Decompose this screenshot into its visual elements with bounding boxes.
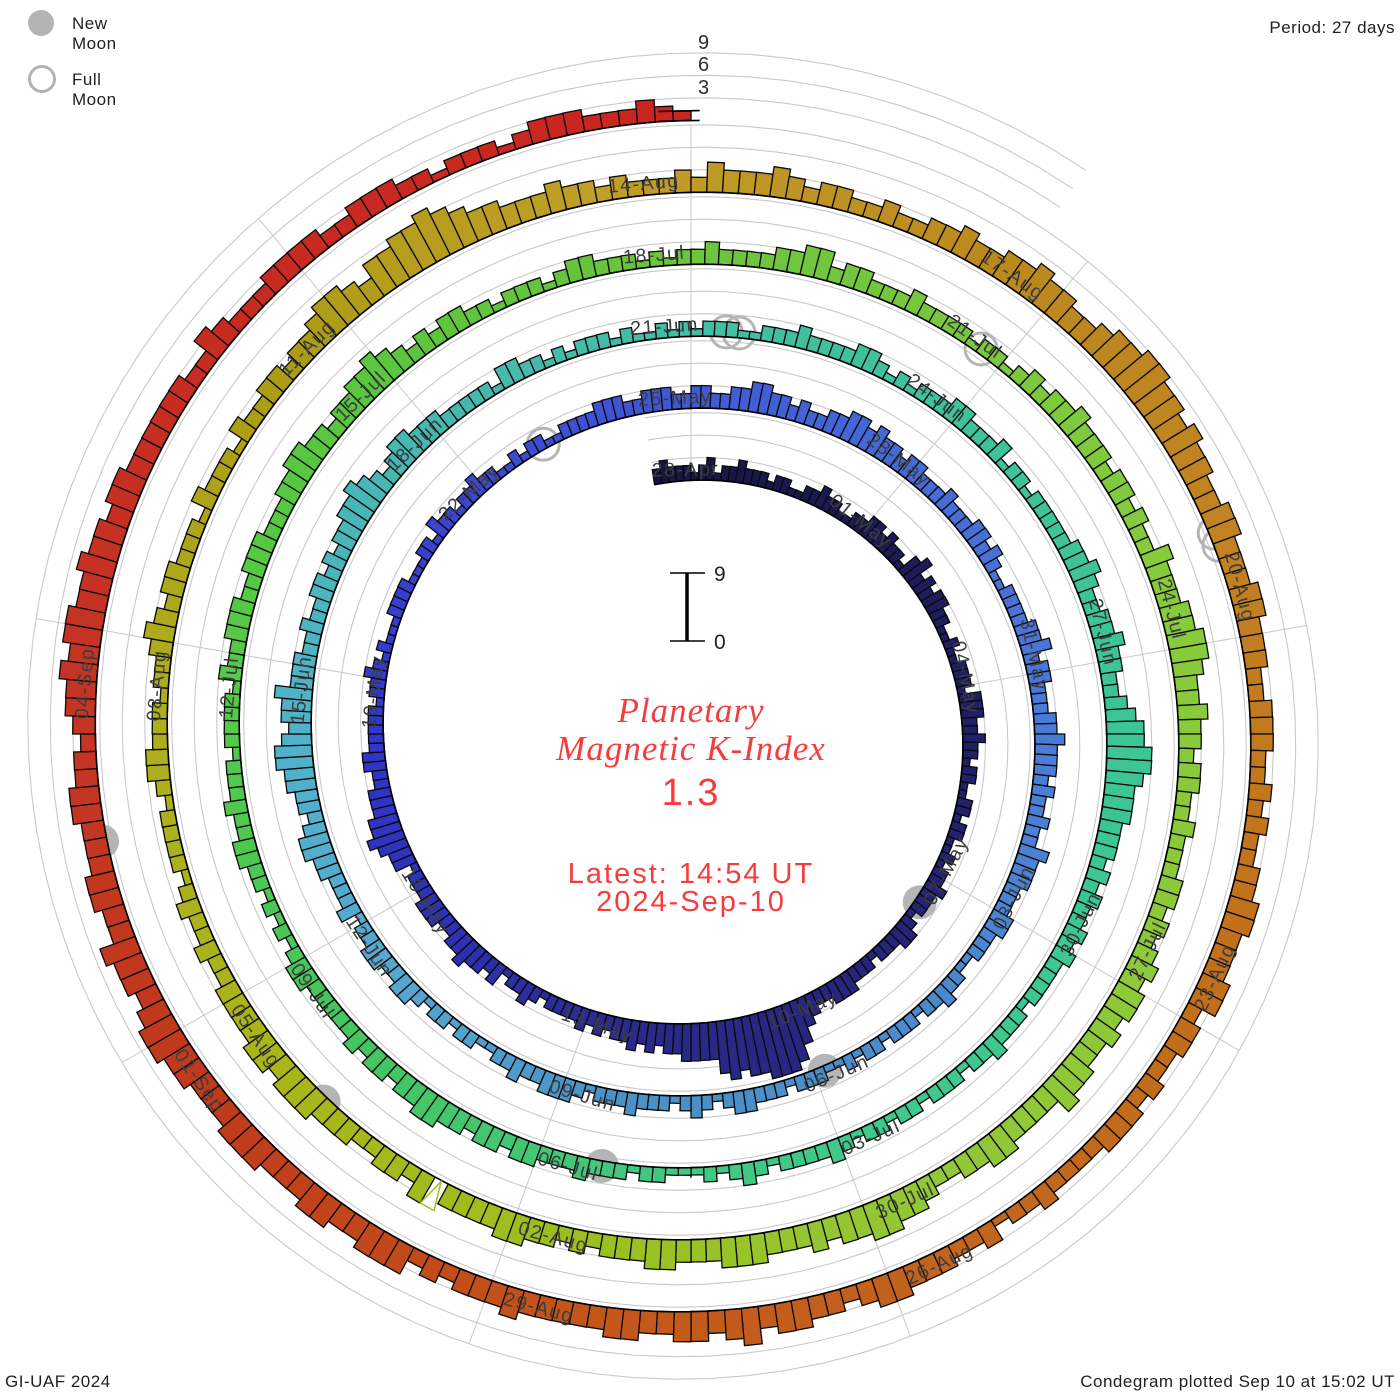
full-moon-icon: [28, 65, 56, 93]
period-label: Period: 27 days: [1269, 18, 1395, 37]
data-gap-wedge: [419, 1179, 443, 1212]
date-label: 21-Jun: [630, 314, 700, 340]
k-gridline-label: 3: [698, 77, 709, 99]
date-label: 23-Aug: [1190, 940, 1240, 1014]
plotted-timestamp: Condegram plotted Sep 10 at 15:02 UT: [1080, 1372, 1395, 1391]
k-scale-min-label: 0: [714, 631, 726, 654]
chart-title: Planetary Magnetic K-Index: [341, 692, 1041, 768]
date-label: 24-Jun: [903, 369, 971, 427]
new-moon-label: New Moon: [72, 14, 117, 53]
date-label: 27-Jun: [1084, 596, 1122, 668]
credit-gi-uaf: GI-UAF 2024: [5, 1372, 111, 1391]
latest-reading: Latest: 14:54 UT 2024-Sep-10: [341, 858, 1041, 918]
k-gridline-label: 9: [698, 32, 709, 54]
date-label: 28-Apr: [652, 458, 720, 481]
date-label: 26-Aug: [902, 1239, 976, 1289]
condegram-layers: 28-Apr01-May04-May07-May10-May13-May16-M…: [27, 32, 1319, 1380]
date-label: 06-Jun: [801, 1050, 873, 1097]
k-gridline-label: 6: [698, 54, 709, 76]
date-label: 25-May: [638, 385, 713, 410]
date-label: 01-May: [825, 490, 897, 553]
date-label: 31-May: [1015, 616, 1053, 693]
new-moon-icon: [28, 10, 54, 36]
latest-time: Latest: 14:54 UT: [567, 858, 815, 890]
current-k-value: 1.3: [661, 772, 721, 814]
full-moon-label: Full Moon: [72, 70, 117, 109]
chart-title-line1: Planetary: [617, 691, 765, 730]
date-label: 13-May: [559, 1003, 636, 1047]
date-label: 27-Jul: [1125, 918, 1172, 984]
k-scale-max-label: 9: [714, 563, 726, 586]
date-label: 28-May: [863, 429, 935, 491]
date-label: 09-Jun: [547, 1075, 619, 1116]
chart-title-line2: Magnetic K-Index: [556, 729, 826, 768]
latest-date: 2024-Sep-10: [596, 886, 786, 918]
date-label: 30-Jun: [1056, 889, 1106, 960]
date-label: 03-Jul: [838, 1115, 904, 1160]
date-label: 18-Jul: [622, 242, 686, 269]
